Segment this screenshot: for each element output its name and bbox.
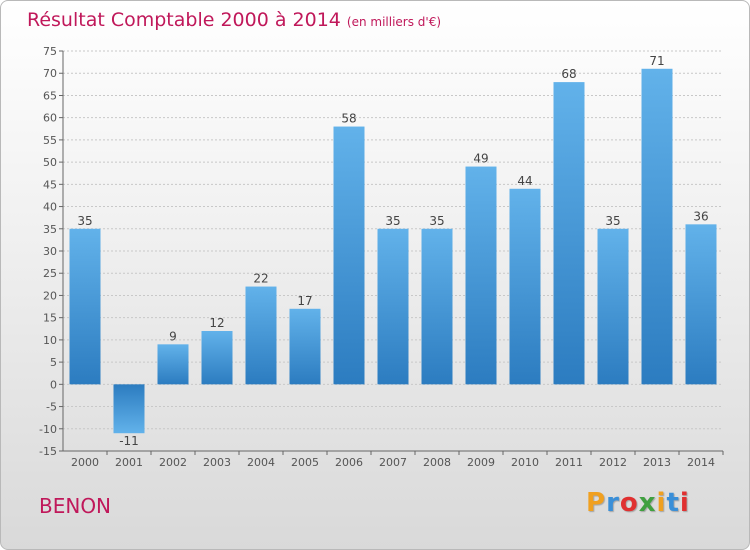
x-tick-label: 2002 [159, 456, 187, 469]
data-label: 9 [169, 329, 177, 343]
y-tick-label: 25 [43, 267, 57, 280]
bar [201, 331, 233, 385]
y-tick-label: 40 [43, 201, 57, 214]
logo-letter: i [679, 488, 690, 518]
y-tick-label: -10 [39, 423, 57, 436]
data-label: 35 [605, 214, 620, 228]
bar [597, 228, 629, 385]
y-tick-label: 5 [50, 356, 57, 369]
bar [685, 224, 717, 385]
data-label: 17 [297, 294, 312, 308]
y-tick-label: 45 [43, 178, 57, 191]
title-text: Résultat Comptable 2000 à 2014 [27, 9, 341, 31]
y-tick-label: 0 [50, 378, 57, 391]
bar [465, 166, 497, 385]
x-tick-label: 2006 [335, 456, 363, 469]
data-label: 35 [385, 214, 400, 228]
logo-letter: o [619, 488, 639, 518]
x-tick-label: 2014 [687, 456, 715, 469]
bar [377, 228, 409, 385]
bar [157, 344, 189, 385]
x-tick-label: 2011 [555, 456, 583, 469]
y-tick-label: 65 [43, 89, 57, 102]
data-label: 58 [341, 112, 356, 126]
data-label: 71 [649, 54, 664, 68]
x-tick-label: 2004 [247, 456, 275, 469]
bar [509, 188, 541, 385]
y-tick-label: 75 [43, 45, 57, 58]
bar [69, 228, 101, 385]
axes: -15 -10 -5 0 5 10 15 20 25 30 35 40 45 50 55 60 65 70 75 20… [39, 45, 724, 469]
y-tick-label: 35 [43, 223, 57, 236]
data-label: 44 [517, 174, 532, 188]
x-tick-label: 2008 [423, 456, 451, 469]
y-tick-label: -15 [39, 445, 57, 458]
x-tick-label: 2013 [643, 456, 671, 469]
y-tick-label: 60 [43, 112, 57, 125]
y-tick-label: 50 [43, 156, 57, 169]
bar [113, 384, 145, 434]
y-tick-label: 10 [43, 334, 57, 347]
data-label: 68 [561, 67, 576, 81]
proxiti-logo: Proxiti [586, 488, 690, 518]
data-label: 12 [209, 316, 224, 330]
y-tick-label: 30 [43, 245, 57, 258]
logo-letter: t [666, 488, 680, 518]
logo-letter: P [586, 488, 607, 518]
y-tick-label: 70 [43, 67, 57, 80]
y-tick-label: -5 [46, 401, 57, 414]
bar [333, 126, 365, 385]
data-labels: 35 -11 9 12 22 17 58 35 35 49 44 68 35 71 36 [77, 54, 708, 448]
chart-title: Résultat Comptable 2000 à 2014 (en millie… [27, 9, 441, 31]
data-label: -11 [119, 434, 139, 448]
commune-name: BENON [39, 494, 112, 518]
x-tick-label: 2000 [71, 456, 99, 469]
bar [289, 308, 321, 385]
y-tick-label: 55 [43, 134, 57, 147]
x-tick-label: 2009 [467, 456, 495, 469]
x-tick-label: 2005 [291, 456, 319, 469]
data-label: 49 [473, 152, 488, 166]
bar [553, 82, 585, 385]
bar [641, 68, 673, 385]
chart-subtitle: (en milliers d'€) [346, 15, 442, 29]
bars [69, 68, 717, 434]
y-tick-label: 15 [43, 312, 57, 325]
logo-letter: r [606, 488, 620, 518]
y-tick-label: 20 [43, 289, 57, 302]
data-label: 35 [429, 214, 444, 228]
logo-letter: i [656, 488, 667, 518]
data-label: 22 [253, 272, 268, 286]
x-tick-label: 2003 [203, 456, 231, 469]
data-label: 35 [77, 214, 92, 228]
x-tick-label: 2010 [511, 456, 539, 469]
bar [421, 228, 453, 385]
x-tick-label: 2001 [115, 456, 143, 469]
x-tick-label: 2007 [379, 456, 407, 469]
data-label: 36 [693, 209, 708, 223]
logo-letter: x [638, 488, 657, 518]
bar [245, 286, 277, 385]
x-tick-label: 2012 [599, 456, 627, 469]
